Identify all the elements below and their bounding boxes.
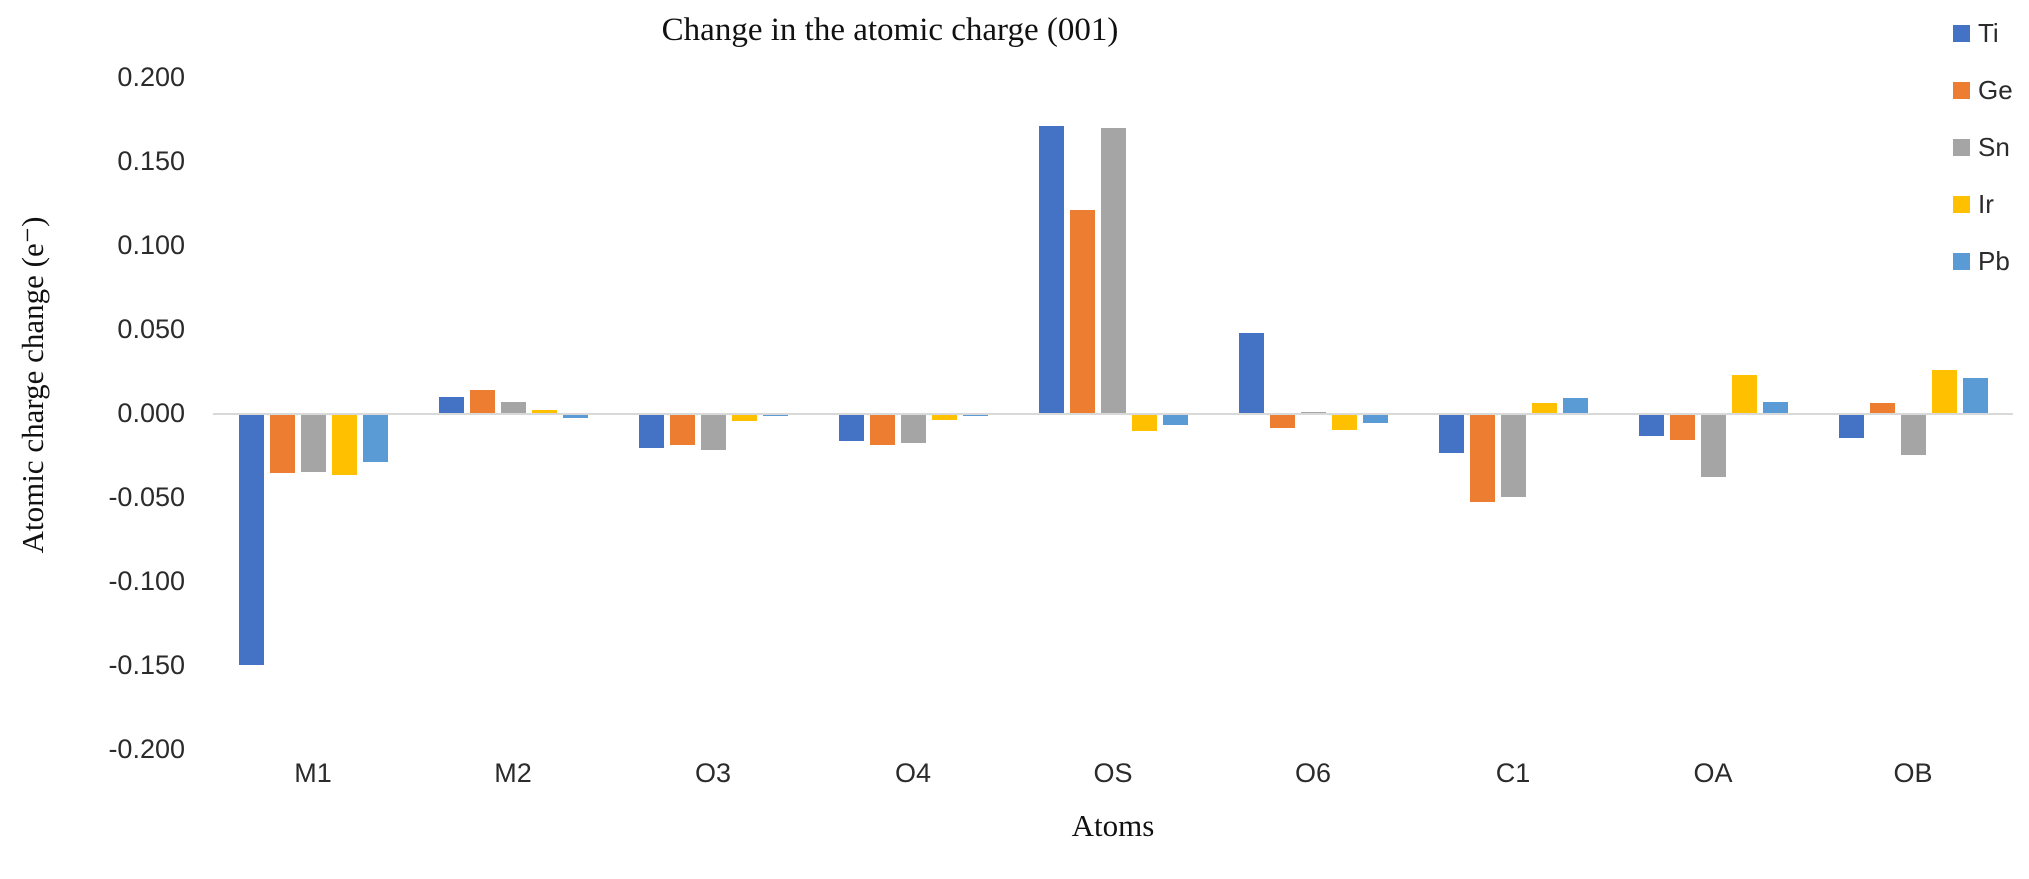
legend-label: Pb [1978, 245, 2010, 276]
legend-item-ir: Ir [1953, 189, 1994, 219]
zero-axis-line [213, 412, 2013, 415]
y-tick-label: 0.150 [117, 145, 185, 176]
bar-ir-c1 [1531, 403, 1557, 414]
x-category-label-ob: OB [1893, 758, 1933, 788]
bar-pb-m2 [562, 414, 588, 418]
bar-ir-ob [1931, 369, 1957, 414]
legend-swatch-icon [1953, 81, 1970, 99]
y-tick-label: -0.200 [108, 733, 185, 764]
bar-ge-oa [1669, 414, 1695, 440]
x-category-label-oa: OA [1693, 758, 1733, 788]
bar-sn-c1 [1500, 414, 1526, 497]
bar-ge-os [1069, 210, 1095, 414]
x-category-label-o3: O3 [694, 758, 732, 788]
legend-label: Ir [1978, 188, 1994, 219]
legend-label: Ti [1978, 17, 1999, 48]
y-tick-label: -0.150 [108, 649, 185, 680]
bar-sn-os [1100, 127, 1126, 414]
bar-ir-m2 [531, 410, 557, 414]
bar-ge-c1 [1469, 414, 1495, 502]
legend-swatch-icon [1953, 138, 1970, 156]
x-category-label-o4: O4 [894, 758, 932, 788]
legend-label: Sn [1978, 131, 2010, 162]
bar-sn-oa [1700, 414, 1726, 477]
bar-pb-o4 [962, 414, 988, 417]
legend-swatch-icon [1953, 252, 1970, 270]
bar-ti-ob [1838, 414, 1864, 439]
legend-item-ge: Ge [1953, 75, 2013, 105]
legend-item-pb: Pb [1953, 246, 2010, 276]
bar-sn-o4 [900, 414, 926, 444]
x-axis-title: Atoms [1071, 808, 1155, 843]
y-axis-title: Atomic charge change (e⁻) [15, 216, 50, 554]
x-category-label-os: OS [1093, 758, 1133, 788]
bar-sn-ob [1900, 414, 1926, 455]
bar-ir-os [1131, 414, 1157, 432]
x-category-label-o6: O6 [1294, 758, 1332, 788]
bar-ge-o6 [1269, 414, 1295, 428]
legend-item-ti: Ti [1953, 18, 1999, 48]
legend-item-sn: Sn [1953, 132, 2010, 162]
bar-ti-os [1038, 126, 1064, 414]
bar-ir-m1 [331, 414, 357, 475]
legend-swatch-icon [1953, 195, 1970, 213]
y-tick-label: 0.050 [117, 313, 185, 344]
bar-pb-os [1162, 414, 1188, 425]
y-tick-label: 0.200 [117, 61, 185, 92]
bar-pb-ob [1962, 378, 1988, 414]
y-tick-label: -0.100 [108, 565, 185, 596]
bar-ti-o6 [1238, 332, 1264, 414]
bar-sn-m1 [300, 414, 326, 472]
bar-pb-o3 [762, 414, 788, 417]
bar-ge-o4 [869, 414, 895, 445]
bar-sn-m2 [500, 401, 526, 414]
bar-ir-o6 [1331, 414, 1357, 430]
bar-ir-o4 [931, 414, 957, 420]
bar-pb-o6 [1362, 414, 1388, 423]
bar-sn-o6 [1300, 411, 1326, 414]
bar-pb-m1 [362, 414, 388, 462]
bar-ge-ob [1869, 403, 1895, 414]
y-tick-label: -0.050 [108, 481, 185, 512]
bar-ir-oa [1731, 374, 1757, 414]
bar-ge-m1 [269, 414, 295, 474]
bar-ti-m2 [438, 396, 464, 414]
bar-pb-oa [1762, 401, 1788, 414]
bar-pb-c1 [1562, 398, 1588, 414]
y-tick-label: 0.100 [117, 229, 185, 260]
bar-ti-o3 [638, 414, 664, 449]
y-tick-label: 0.000 [117, 397, 185, 428]
x-category-label-m2: M2 [494, 758, 532, 788]
bar-ti-m1 [238, 414, 264, 665]
bar-ge-o3 [669, 414, 695, 445]
bar-ti-oa [1638, 414, 1664, 437]
legend-swatch-icon [1953, 24, 1970, 42]
bar-sn-o3 [700, 414, 726, 450]
bar-ti-c1 [1438, 414, 1464, 454]
x-category-label-m1: M1 [294, 758, 332, 788]
bar-ge-m2 [469, 389, 495, 414]
bar-ti-o4 [838, 414, 864, 442]
x-category-label-c1: C1 [1495, 758, 1531, 788]
legend-label: Ge [1978, 74, 2013, 105]
chart-title: Change in the atomic charge (001) [661, 12, 1119, 48]
bar-ir-o3 [731, 414, 757, 422]
